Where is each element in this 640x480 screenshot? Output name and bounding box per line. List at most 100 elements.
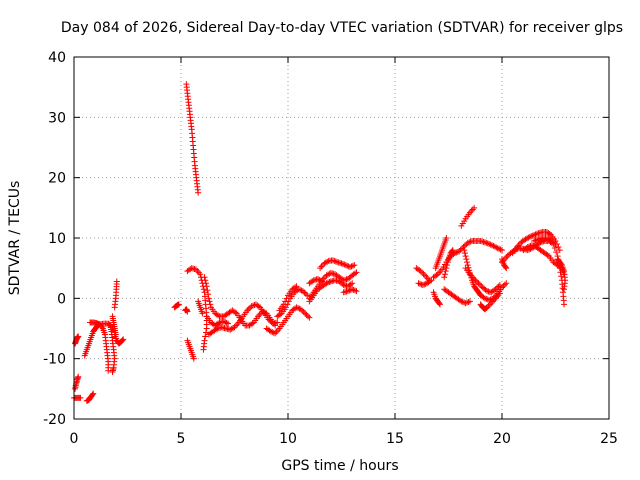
data-point — [511, 247, 518, 254]
data-point — [105, 367, 112, 374]
data-point — [503, 280, 510, 287]
data-point — [528, 233, 535, 240]
data-point — [466, 239, 473, 246]
data-point — [492, 286, 499, 293]
data-point — [503, 254, 510, 261]
data-point — [77, 394, 84, 401]
x-tick-label: 25 — [600, 431, 618, 447]
data-point — [536, 240, 543, 247]
data-point — [282, 298, 289, 305]
data-point — [248, 303, 255, 310]
x-tick-label: 5 — [177, 431, 186, 447]
data-point — [467, 238, 474, 245]
chart-title: Day 084 of 2026, Sidereal Day-to-day VTE… — [61, 20, 623, 36]
data-point — [282, 304, 289, 311]
data-point — [442, 268, 449, 275]
data-point — [304, 292, 311, 299]
data-point — [326, 279, 333, 286]
data-point — [267, 328, 274, 335]
data-point — [553, 249, 560, 256]
data-point — [504, 252, 511, 259]
data-point — [212, 326, 219, 333]
data-point — [270, 329, 277, 336]
data-point — [297, 286, 304, 293]
data-point — [443, 235, 450, 241]
data-point — [544, 252, 551, 259]
data-point — [486, 301, 493, 308]
data-point — [302, 290, 309, 297]
data-point — [433, 272, 440, 279]
data-point — [463, 256, 470, 263]
data-point — [419, 282, 426, 289]
data-point — [297, 306, 304, 313]
data-point — [347, 263, 354, 270]
data-point — [531, 231, 538, 238]
data-point — [444, 262, 451, 269]
x-tick-label: 20 — [493, 431, 511, 447]
data-point — [441, 274, 448, 281]
data-point — [464, 262, 471, 269]
data-point — [294, 304, 301, 311]
data-point — [280, 301, 287, 308]
data-point — [493, 244, 500, 251]
data-point — [532, 231, 539, 238]
data-point — [551, 245, 558, 252]
y-tick-label: 0 — [57, 291, 66, 307]
data-point — [268, 319, 275, 326]
data-point — [461, 247, 468, 254]
data-point — [215, 312, 222, 319]
data-point — [481, 295, 488, 302]
data-point — [524, 244, 531, 251]
data-point — [478, 283, 485, 290]
data-point — [349, 286, 356, 293]
data-point — [471, 204, 478, 211]
data-point — [348, 263, 355, 270]
data-point — [339, 260, 346, 267]
data-point — [460, 244, 467, 251]
data-point — [283, 295, 290, 302]
data-point — [332, 258, 339, 265]
data-point — [329, 257, 336, 264]
data-point — [249, 320, 256, 327]
data-point — [293, 283, 300, 290]
data-point — [421, 281, 428, 288]
data-point — [484, 304, 491, 311]
data-point — [428, 277, 435, 284]
data-point — [277, 311, 284, 318]
data-point — [175, 301, 182, 308]
data-point — [458, 298, 465, 305]
y-tick-label: 30 — [48, 110, 66, 126]
data-point — [464, 259, 471, 266]
data-point — [416, 280, 423, 287]
data-point — [303, 311, 310, 318]
data-point — [75, 373, 82, 380]
data-point — [200, 346, 207, 353]
data-point — [461, 242, 468, 249]
data-point — [293, 304, 300, 311]
data-point — [420, 270, 427, 277]
data-point — [300, 309, 307, 316]
axis-ticks — [73, 56, 610, 420]
data-point — [528, 242, 535, 249]
data-point — [481, 239, 488, 246]
data-point — [464, 239, 471, 246]
data-point — [120, 336, 127, 343]
data-point — [204, 287, 211, 294]
data-point — [299, 307, 306, 314]
x-tick-label: 15 — [386, 431, 404, 447]
data-point — [202, 333, 209, 340]
data-point — [323, 280, 330, 287]
data-point — [494, 245, 501, 252]
data-point — [482, 305, 489, 312]
data-point — [476, 281, 483, 288]
data-point — [503, 265, 510, 272]
data-point — [533, 230, 540, 237]
data-point — [472, 277, 479, 284]
data-point — [484, 240, 491, 247]
data-point — [350, 286, 357, 293]
data-point — [319, 278, 326, 285]
data-point — [419, 269, 426, 276]
data-point — [526, 233, 533, 240]
data-point — [436, 300, 443, 307]
